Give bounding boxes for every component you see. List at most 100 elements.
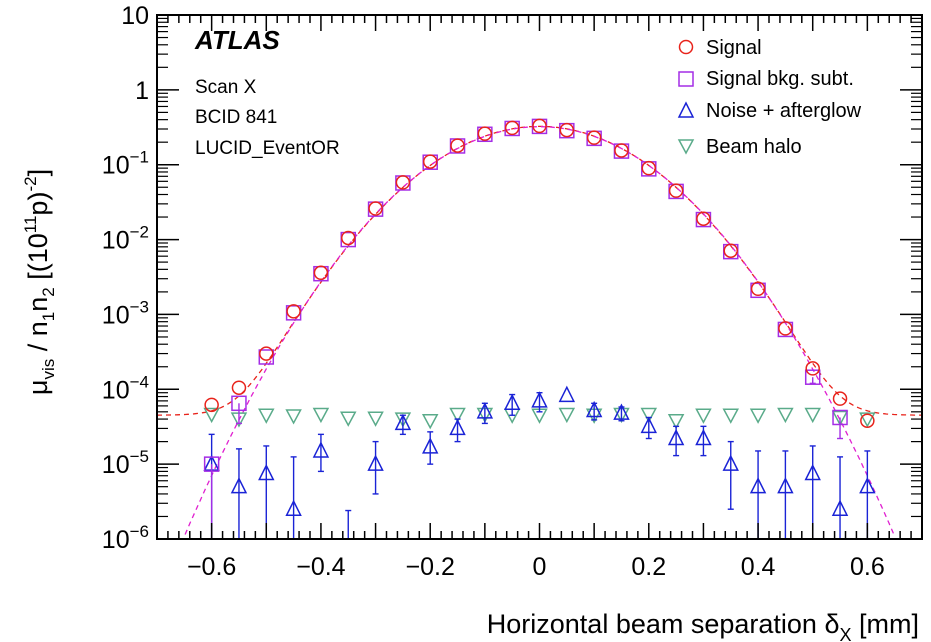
legend-label-signal: Signal (706, 37, 762, 59)
tick-labels: −0.6 −0.4 −0.2 0 0.2 0.4 0.6 10 1 10−1 10−2 10−3 10−… (102, 2, 885, 581)
legend: Signal Signal bkg. subt. Noise + aftergl… (677, 37, 862, 158)
data-point (421, 413, 439, 430)
data-point (585, 400, 603, 418)
data-point (860, 413, 875, 428)
data-point (503, 393, 521, 411)
bcid-label: BCID 841 (195, 107, 277, 128)
data-point (258, 349, 275, 365)
data-point (367, 454, 384, 471)
axis-ticks (156, 14, 923, 540)
annotations: ATLAS Scan X BCID 841 LUCID_EventOR (194, 25, 340, 159)
x-tick-label: 0.4 (741, 553, 776, 581)
x-tick-label: 0 (533, 553, 547, 581)
data-point (204, 397, 219, 413)
fit-curves (156, 125, 923, 535)
data-point (312, 441, 330, 458)
data-point (258, 463, 275, 481)
data-point (696, 211, 711, 226)
data-point (749, 477, 767, 494)
x-axis-title-main: Horizontal beam separation δ (487, 609, 840, 639)
legend-marker-noise-afterglow (677, 101, 695, 118)
data-point (450, 138, 465, 153)
data-point (395, 175, 411, 190)
legend-marker-signal (678, 39, 694, 55)
x-tick-label: 0.6 (850, 553, 885, 581)
series-signal (204, 118, 875, 428)
y-axis-title: μvis / n1n2 [(1011p)-2] (21, 169, 58, 395)
data-point (695, 428, 712, 446)
data-point (668, 183, 684, 198)
data-point (394, 412, 412, 428)
data-point (477, 126, 493, 141)
legend-symbol (677, 139, 695, 155)
data-point (832, 409, 848, 426)
data-point (230, 477, 248, 494)
data-series (203, 118, 876, 539)
y-tick-label: 10−5 (102, 447, 149, 479)
series-beam-halo (203, 407, 876, 430)
legend-symbol (678, 71, 694, 87)
y-tick-label: 10−4 (102, 372, 149, 404)
data-point (532, 118, 547, 134)
data-point (777, 477, 794, 494)
scan-label: Scan X (195, 77, 257, 98)
data-point (750, 281, 766, 297)
data-point (831, 410, 849, 427)
data-point (559, 122, 575, 138)
legend-label-noise-afterglow: Noise + afterglow (706, 100, 862, 122)
legend-label-signal-bkg-subt: Signal bkg. subt. (706, 68, 854, 90)
data-point (231, 380, 247, 395)
data-point (312, 407, 330, 424)
y-tick-label: 10−6 (102, 522, 149, 554)
data-point (476, 402, 494, 419)
x-axis-title-unit: [mm] (852, 609, 920, 639)
algorithm-label: LUCID_EventOR (195, 138, 340, 159)
data-point (258, 408, 275, 424)
data-point (231, 395, 247, 412)
data-point (777, 407, 794, 424)
data-point (613, 403, 630, 420)
data-point (640, 407, 658, 424)
data-point (313, 265, 329, 281)
data-point (339, 411, 357, 427)
data-point (722, 408, 740, 424)
data-point (831, 499, 849, 516)
data-point (805, 361, 820, 376)
data-point (859, 477, 876, 494)
x-tick-label: 0.2 (631, 553, 666, 581)
data-point (832, 391, 848, 406)
data-point (531, 391, 548, 408)
data-point (259, 346, 274, 361)
y-tick-label: 10−2 (102, 223, 149, 255)
data-point (640, 416, 657, 434)
fit-curve-bkg-subt (184, 126, 895, 535)
data-point (749, 408, 767, 424)
x-tick-label: −0.6 (187, 553, 236, 581)
data-point (558, 407, 576, 424)
x-tick-label: −0.2 (406, 553, 455, 581)
data-point (804, 369, 821, 385)
y-tick-label: 10 (121, 2, 149, 30)
legend-symbol (678, 39, 694, 55)
data-point (804, 463, 821, 481)
data-point (367, 411, 384, 427)
y-axis-title-text: μvis / n1n2 [(1011p)-2] (21, 169, 58, 395)
data-point (422, 154, 438, 169)
data-point (394, 413, 412, 431)
legend-marker-beam-halo (677, 139, 695, 155)
legend-marker-signal-bkg-subt (678, 71, 694, 87)
data-point (558, 385, 576, 403)
atlas-label: ATLAS (194, 25, 280, 55)
data-point (286, 304, 301, 319)
data-point (203, 456, 220, 472)
data-point (203, 407, 220, 424)
data-point (641, 160, 657, 176)
data-point (449, 407, 466, 424)
data-point (804, 407, 821, 424)
data-point (723, 243, 738, 258)
data-point (341, 230, 356, 246)
legend-symbol (677, 101, 695, 118)
y-tick-label: 10−1 (102, 148, 149, 180)
